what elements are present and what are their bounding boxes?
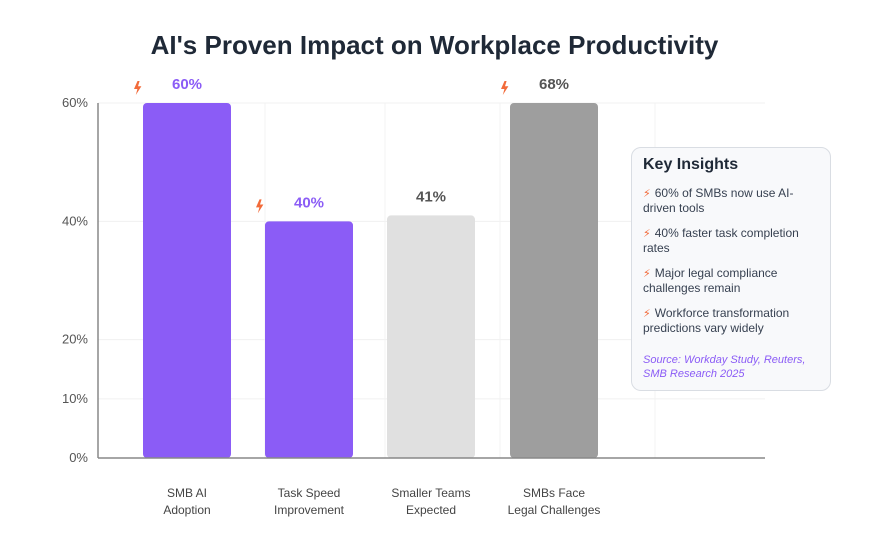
insight-item: ⚡︎ 60% of SMBs now use AI-driven tools [643, 186, 819, 215]
x-tick-label: Task Speed [278, 486, 341, 500]
y-tick-label: 0% [69, 450, 88, 465]
insight-text: Major legal compliance challenges remain [643, 266, 778, 295]
bar [387, 215, 475, 458]
insight-text: 40% faster task completion rates [643, 226, 799, 255]
x-tick-label: Smaller Teams [391, 486, 470, 500]
data-label: 60% [172, 76, 202, 93]
y-tick-label: 20% [62, 332, 88, 347]
key-insights-panel: Key Insights ⚡︎ 60% of SMBs now use AI-dr… [631, 147, 831, 391]
chart-title: AI's Proven Impact on Workplace Producti… [150, 30, 719, 60]
x-tick-label: Expected [406, 503, 456, 517]
lightning-icon [501, 81, 509, 95]
insight-text: 60% of SMBs now use AI-driven tools [643, 186, 794, 215]
insights-title: Key Insights [643, 156, 739, 173]
insight-item: ⚡︎ Major legal compliance challenges rema… [643, 266, 819, 295]
labels: 60% SMB AI Adoption 40% Task Speed Improvemen… [134, 76, 600, 517]
y-tick-label: 60% [62, 95, 88, 110]
bar [265, 221, 353, 458]
axes: 0% 10% 20% 40% 60% [62, 95, 765, 465]
lightning-icon: ⚡︎ [643, 268, 651, 280]
lightning-icon: ⚡︎ [643, 228, 651, 240]
bars [143, 103, 598, 458]
x-tick-label: SMB AI [167, 486, 207, 500]
insight-text: Workforce transformation predictions var… [643, 306, 790, 335]
lightning-icon: ⚡︎ [643, 308, 651, 320]
lightning-icon [256, 199, 264, 214]
bar [510, 103, 598, 458]
y-tick-label: 10% [62, 391, 88, 406]
y-tick-label: 40% [62, 213, 88, 228]
insight-item: ⚡︎ Workforce transformation predictions v… [643, 306, 819, 335]
lightning-icon: ⚡︎ [643, 188, 651, 200]
x-tick-label: Adoption [163, 503, 210, 517]
x-tick-label: Legal Challenges [508, 503, 601, 517]
bar [143, 103, 231, 458]
x-tick-label: Improvement [274, 503, 345, 517]
data-label: 41% [416, 188, 446, 205]
insight-item: ⚡︎ 40% faster task completion rates [643, 226, 819, 255]
x-tick-label: SMBs Face [523, 486, 585, 500]
lightning-icon [134, 81, 142, 95]
source-note: Source: Workday Study, Reuters, SMB Rese… [643, 354, 806, 380]
data-label: 40% [294, 194, 324, 211]
data-label: 68% [539, 76, 569, 93]
